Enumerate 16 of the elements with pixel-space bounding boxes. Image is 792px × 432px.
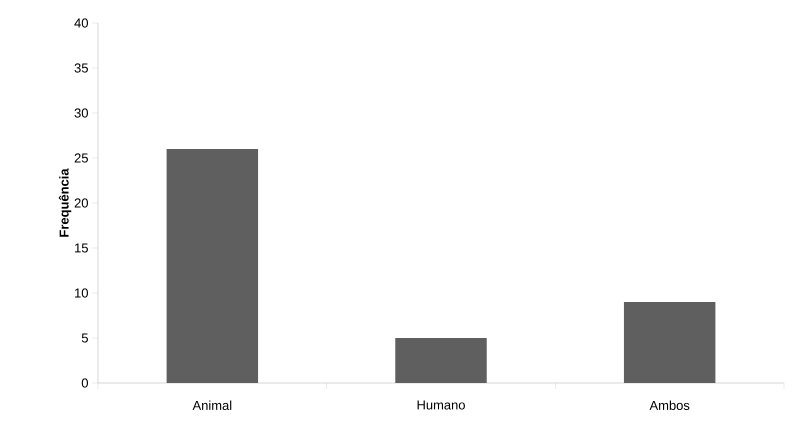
y-tick-label: 25 [74,153,88,163]
y-tick-label: 20 [74,198,88,208]
bar [166,149,258,383]
y-tick-label: 30 [74,108,88,118]
y-tick-label: 15 [75,243,88,253]
y-axis-title: Frequência [58,168,72,237]
y-tick-label: 10 [75,288,88,298]
x-tick-label: Animal [192,400,232,410]
x-tick-label: Ambos [650,400,690,410]
y-tick-label: 40 [74,18,88,28]
x-tick-label: Humano [418,400,465,410]
y-tick-label: 0 [82,378,88,388]
bar [395,338,487,383]
y-tick-label: 35 [74,63,88,73]
y-tick-label: 5 [82,333,88,343]
bar [624,302,716,383]
